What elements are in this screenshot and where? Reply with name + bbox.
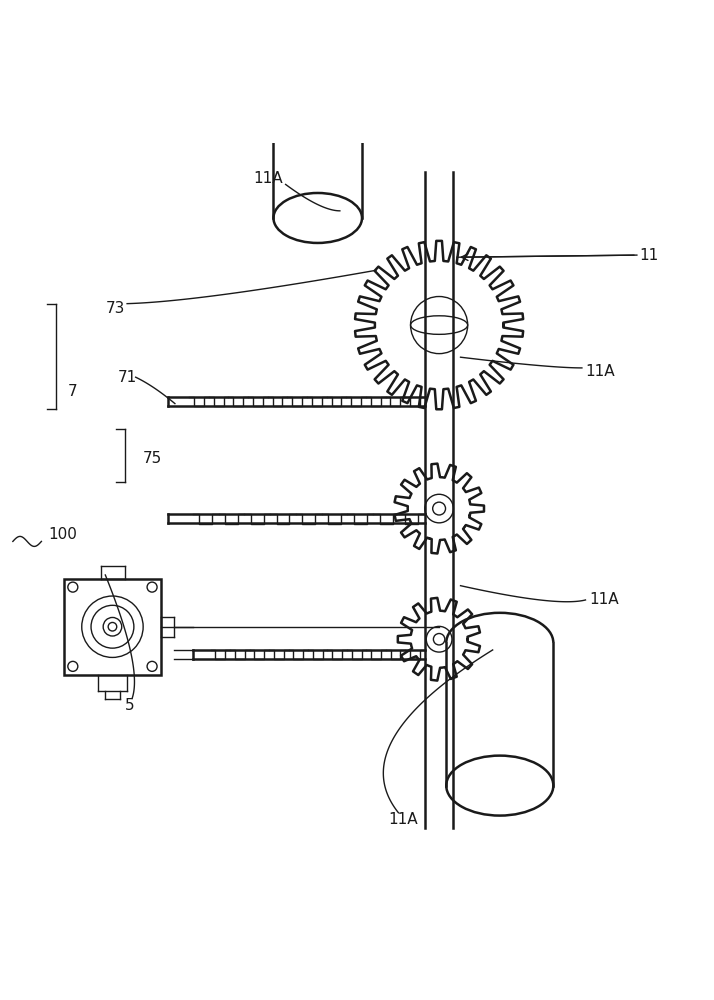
Text: 11A: 11A [589, 592, 618, 607]
Text: 5: 5 [125, 698, 134, 713]
Text: 11: 11 [639, 248, 658, 263]
Text: 100: 100 [49, 527, 77, 542]
Text: 11A: 11A [253, 171, 283, 186]
Text: 71: 71 [118, 370, 137, 385]
Text: 11A: 11A [585, 364, 615, 379]
Text: 75: 75 [143, 451, 162, 466]
Text: 7: 7 [68, 384, 77, 399]
Text: 73: 73 [106, 301, 125, 316]
Text: 11A: 11A [388, 812, 418, 827]
Bar [64, 579, 161, 675]
